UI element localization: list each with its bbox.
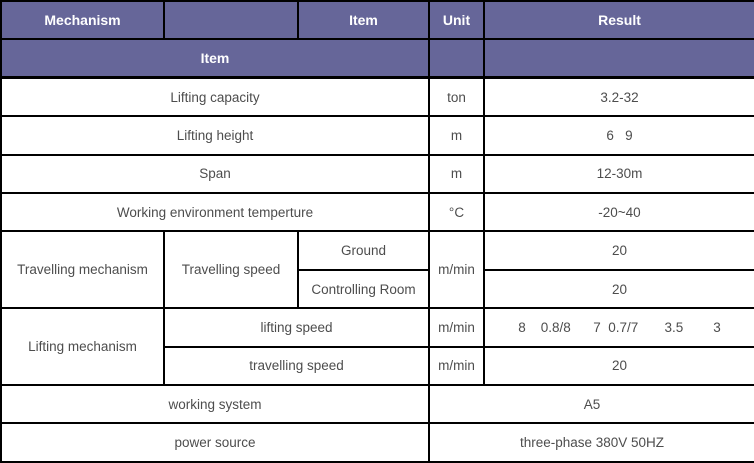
subheader-cell-unit-empty <box>428 38 485 80</box>
label-working-system: working system <box>0 384 430 425</box>
row-working-env-temperature: Working environment temperture °C -20~40 <box>0 192 754 233</box>
label-lifting-height: Lifting height <box>0 115 430 156</box>
unit-lifting-capacity: ton <box>428 76 485 118</box>
row-travelling-ground: Travelling mechanism Travelling speed Gr… <box>0 230 754 310</box>
label-lifting-capacity: Lifting capacity <box>0 76 430 118</box>
row-power-source: power source three-phase 380V 50HZ <box>0 422 754 463</box>
header-cell-item: Item <box>297 0 430 41</box>
label-power-source: power source <box>0 422 430 463</box>
row-lifting-travelling-speed: travelling speed m/min 20 <box>1 345 754 387</box>
header-cell-mechanism: Mechanism <box>0 0 165 41</box>
result-lifting-speed: 8 0.8/8 7 0.7/7 3.5 3 <box>483 307 754 348</box>
result-lifting-capacity: 3.2-32 <box>483 76 754 118</box>
label-lifting-mechanism: Lifting mechanism <box>0 307 165 387</box>
row-working-system: working system A5 <box>0 384 754 425</box>
result-working-system: A5 <box>428 384 754 425</box>
result-travelling-controlling-room: 20 <box>483 268 754 310</box>
label-span: Span <box>0 153 430 195</box>
result-power-source: three-phase 380V 50HZ <box>428 422 754 463</box>
unit-lifting-height: m <box>428 115 485 156</box>
result-working-env-temperature: -20~40 <box>483 192 754 233</box>
row-travelling-controlling-room: Controlling Room 20 <box>1 268 754 310</box>
result-travelling-ground: 20 <box>483 230 754 271</box>
label-travelling-mechanism: Travelling mechanism <box>0 230 165 310</box>
row-lifting-capacity: Lifting capacity ton 3.2-32 <box>0 76 754 118</box>
item-lifting-speed: lifting speed <box>163 307 430 348</box>
row-span: Span m 12-30m <box>0 153 754 195</box>
subheader-cell-item: Item <box>0 38 430 80</box>
item-travelling-speed: Travelling speed <box>163 230 299 310</box>
header-cell-unit: Unit <box>428 0 485 41</box>
subitem-ground: Ground <box>297 230 430 271</box>
header-cell-result: Result <box>483 0 754 41</box>
subheader-cell-result-empty <box>483 38 754 80</box>
unit-working-env-temperature: °C <box>428 192 485 233</box>
subitem-controlling-room: Controlling Room <box>297 268 430 310</box>
unit-lifting-travelling-speed: m/min <box>428 345 485 387</box>
result-span: 12-30m <box>483 153 754 195</box>
result-lifting-travelling-speed: 20 <box>483 345 754 387</box>
header-cell-empty <box>163 0 299 41</box>
unit-travelling-speed: m/min <box>428 230 485 310</box>
unit-lifting-speed: m/min <box>428 307 485 348</box>
header-row: Mechanism Item Unit Result <box>0 0 754 41</box>
subheader-row: Item <box>0 38 754 80</box>
unit-span: m <box>428 153 485 195</box>
row-lifting-height: Lifting height m 6 9 <box>0 115 754 156</box>
label-working-env-temperature: Working environment temperture <box>0 192 430 233</box>
result-lifting-height: 6 9 <box>483 115 754 156</box>
row-lifting-speed: Lifting mechanism lifting speed m/min 8 … <box>0 307 754 387</box>
item-lifting-travelling-speed: travelling speed <box>163 345 430 387</box>
